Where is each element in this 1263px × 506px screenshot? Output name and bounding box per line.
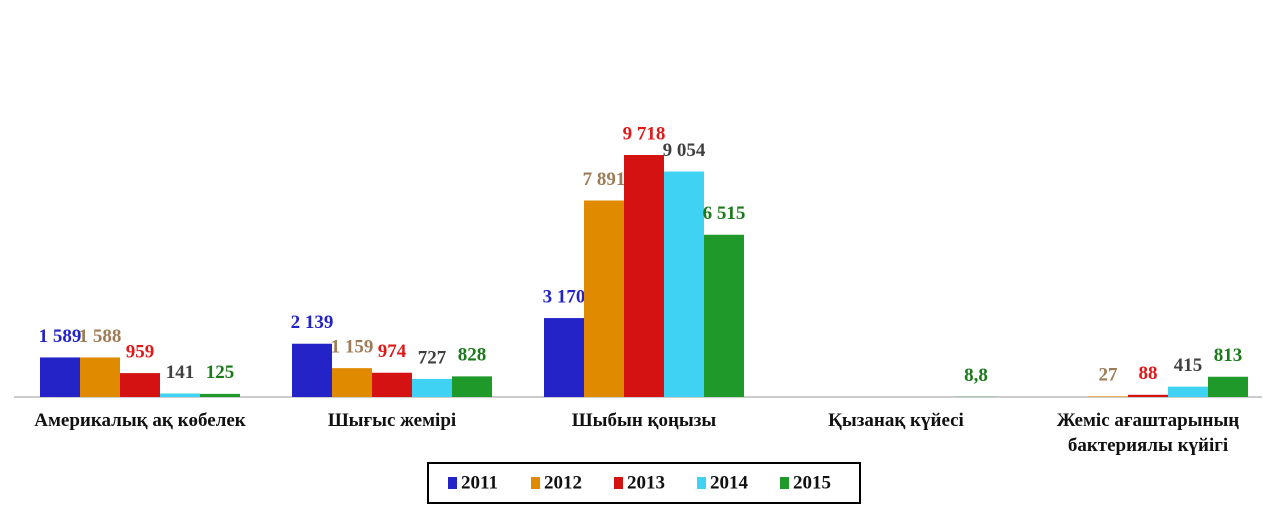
- bar: [332, 368, 372, 397]
- data-label: 959: [126, 341, 155, 362]
- data-label: 1 159: [331, 336, 374, 357]
- bar: [372, 372, 412, 397]
- x-tick-label: Америкалық ақ көбелек: [34, 410, 246, 431]
- data-label: 828: [458, 345, 487, 366]
- data-label: 125: [206, 362, 235, 383]
- data-label: 8,8: [964, 365, 988, 386]
- data-label: 1 589: [39, 326, 82, 347]
- data-label: 88: [1139, 363, 1158, 384]
- bar: [704, 234, 744, 397]
- legend-label: 2012: [544, 472, 582, 493]
- data-label: 2 139: [291, 312, 334, 333]
- x-tick-label: Қызанақ күйесі: [828, 410, 964, 431]
- bar: [80, 357, 120, 397]
- bar: [624, 155, 664, 397]
- x-tick-label: Жеміс ағаштарының бактериялы күйігі: [1056, 410, 1240, 456]
- bar: [544, 318, 584, 397]
- legend-swatch: [448, 477, 457, 489]
- bar: [1128, 394, 1168, 397]
- bar: [40, 357, 80, 397]
- data-label: 7 891: [583, 169, 626, 190]
- data-label: 3 170: [543, 286, 586, 307]
- data-label: 974: [378, 341, 407, 362]
- data-label: 6 515: [703, 203, 746, 224]
- bar: [160, 393, 200, 397]
- bar: [292, 343, 332, 397]
- bar: [200, 393, 240, 397]
- legend-label: 2014: [710, 472, 749, 493]
- x-tick-label: Шыбын қоңызы: [571, 410, 717, 431]
- legend-swatch: [780, 477, 789, 489]
- legend-label: 2013: [627, 472, 665, 493]
- data-label: 9 718: [623, 123, 666, 144]
- data-label: 813: [1214, 345, 1243, 366]
- legend-swatch: [614, 477, 623, 489]
- bar: [1208, 376, 1248, 397]
- bar: [664, 171, 704, 397]
- data-label: 727: [418, 347, 447, 368]
- data-label: 1 588: [79, 326, 122, 347]
- legend-label: 2015: [793, 472, 831, 493]
- bar: [1168, 386, 1208, 397]
- legend-label: 2011: [461, 472, 498, 493]
- data-label: 27: [1099, 365, 1119, 386]
- bar: [452, 376, 492, 397]
- bar: [120, 373, 160, 397]
- data-label: 9 054: [663, 140, 706, 161]
- bar: [584, 200, 624, 397]
- bar: [1088, 396, 1128, 397]
- data-label: 415: [1174, 355, 1203, 376]
- legend-box: [427, 462, 861, 504]
- legend-swatch: [697, 477, 706, 489]
- bar: [412, 378, 452, 397]
- x-tick-label: Шығыс жемірі: [327, 410, 457, 431]
- data-label: 141: [166, 362, 195, 383]
- legend-swatch: [531, 477, 540, 489]
